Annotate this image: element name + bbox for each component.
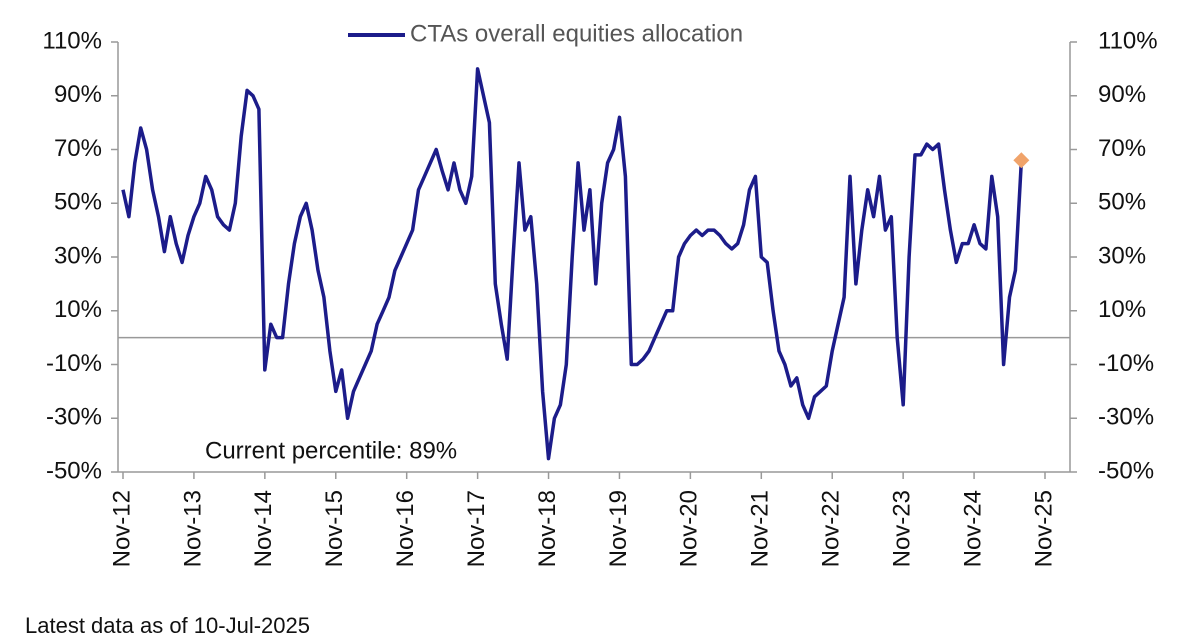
- y-tick-label: 30%: [54, 242, 102, 269]
- y-tick-label: 50%: [54, 189, 102, 216]
- y-tick-label: -30%: [46, 404, 102, 431]
- x-tick-label: Nov-18: [534, 490, 561, 567]
- y-tick-label: 90%: [54, 81, 102, 108]
- y-tick-label: -10%: [46, 350, 102, 377]
- x-tick-label: Nov-12: [108, 490, 135, 567]
- x-tick-label: Nov-24: [959, 490, 986, 567]
- y2-tick-label: 90%: [1098, 81, 1146, 108]
- x-tick-label: Nov-13: [179, 490, 206, 567]
- y2-tick-label: 30%: [1098, 242, 1146, 269]
- latest-marker: [1013, 152, 1030, 169]
- x-tick-label: Nov-21: [747, 490, 774, 567]
- y2-tick-label: -10%: [1098, 350, 1154, 377]
- x-tick-label: Nov-20: [676, 490, 703, 567]
- x-tick-label: Nov-14: [250, 490, 277, 567]
- y-tick-label: 70%: [54, 135, 102, 162]
- annotation: Current percentile: 89%: [205, 437, 457, 464]
- y2-tick-label: 50%: [1098, 189, 1146, 216]
- y2-tick-label: 10%: [1098, 296, 1146, 323]
- footnote: Latest data as of 10-Jul-2025: [25, 613, 310, 638]
- legend-label: CTAs overall equities allocation: [410, 20, 743, 47]
- y-tick-label: 10%: [54, 296, 102, 323]
- x-tick-label: Nov-22: [818, 490, 845, 567]
- x-tick-label: Nov-16: [392, 490, 419, 567]
- y2-tick-label: 110%: [1098, 27, 1158, 54]
- y2-tick-label: -30%: [1098, 404, 1154, 431]
- x-tick-label: Nov-25: [1030, 490, 1057, 567]
- y-tick-label: -50%: [46, 457, 102, 484]
- x-tick-label: Nov-17: [463, 490, 490, 567]
- x-tick-label: Nov-19: [605, 490, 632, 567]
- x-tick-label: Nov-15: [321, 490, 348, 567]
- y2-tick-label: -50%: [1098, 457, 1154, 484]
- y-tick-label: 110%: [42, 27, 102, 54]
- x-tick-label: Nov-23: [888, 490, 915, 567]
- y2-tick-label: 70%: [1098, 135, 1146, 162]
- series-line: [121, 67, 1024, 461]
